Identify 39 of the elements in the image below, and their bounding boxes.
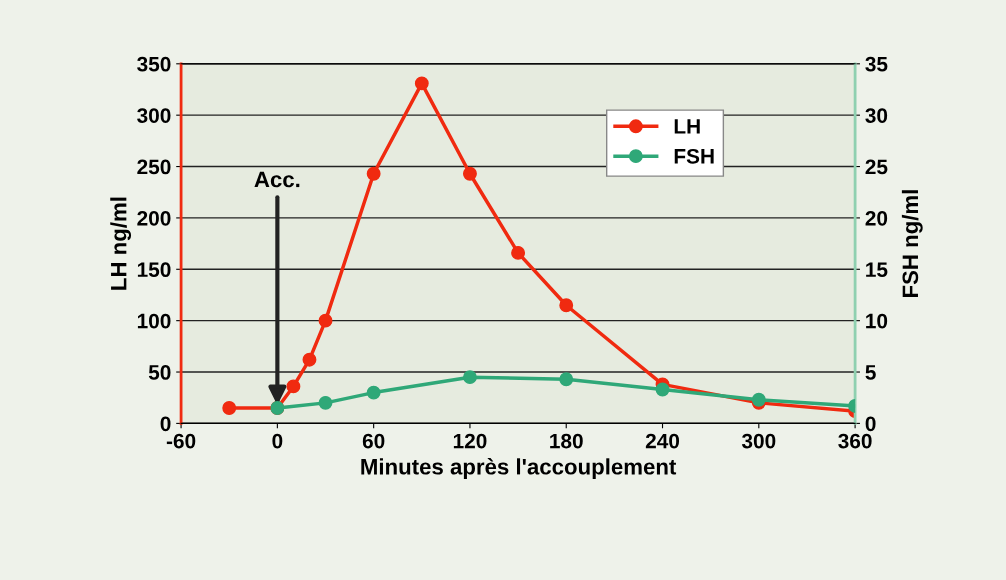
x-tick-label: -60	[166, 433, 196, 449]
x-tick-label: 0	[272, 433, 283, 449]
legend-label: LH	[674, 119, 700, 134]
y2-tick-label: 30	[865, 108, 888, 123]
x-tick-label: 360	[838, 433, 872, 449]
point	[318, 313, 333, 328]
y-tick-label: 150	[137, 262, 171, 278]
point	[222, 401, 237, 415]
y2-tick-label: 35	[865, 56, 888, 72]
y-tick-label: 350	[137, 56, 171, 72]
y2-tick-label: 15	[866, 262, 888, 278]
point	[366, 166, 381, 181]
y2-tick-label: 0	[865, 416, 876, 432]
annotation: Acc.	[254, 171, 300, 188]
y2-axis-title: FSH ng/ml	[901, 190, 923, 298]
y-axis-title: LH ng/ml	[110, 197, 132, 290]
y2-tick-label: 10	[866, 313, 888, 329]
y-tick-label: 250	[137, 159, 171, 175]
y2-tick-label: 5	[865, 365, 876, 380]
point	[511, 245, 526, 260]
point	[302, 352, 317, 367]
point	[559, 298, 574, 313]
point	[286, 379, 301, 394]
y-tick-label: 300	[137, 108, 171, 123]
legend-label: FSH	[674, 148, 714, 164]
y-tick-label: 0	[160, 416, 171, 432]
x-axis-title: Minutes après l'accouplement	[361, 458, 677, 480]
y-tick-label: 100	[137, 313, 171, 329]
y-tick-label: 200	[137, 210, 171, 226]
x-tick-label: 240	[645, 433, 680, 449]
y-tick-label: 50	[148, 365, 171, 380]
x-tick-label: 300	[741, 433, 776, 449]
point	[463, 166, 477, 181]
x-tick-label: 120	[453, 433, 487, 449]
x-tick-label: 180	[550, 433, 583, 449]
y2-tick-label: 20	[865, 210, 888, 226]
point	[414, 76, 429, 91]
y2-tick-label: 25	[865, 159, 888, 175]
x-tick-label: 60	[362, 433, 385, 449]
